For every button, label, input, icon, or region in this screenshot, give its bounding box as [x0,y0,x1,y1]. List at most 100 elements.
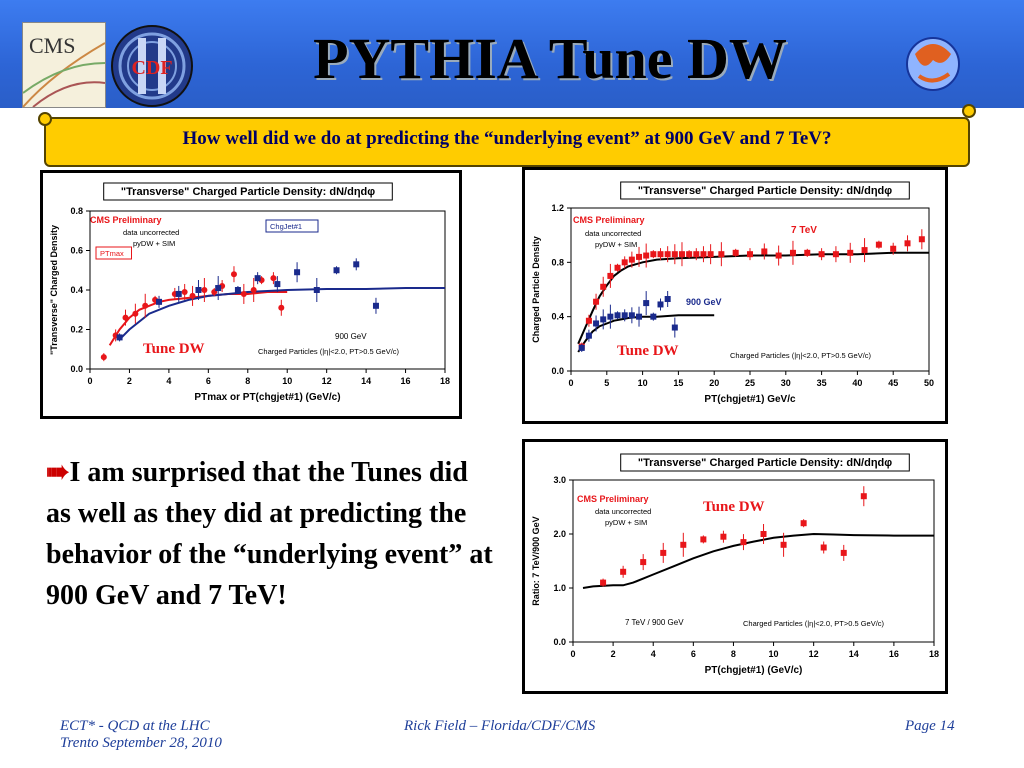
legend-box [265,219,319,233]
x-axis-label: PT(chgjet#1) GeV/c [704,394,796,405]
data-point [671,251,678,258]
data-point [181,288,188,295]
data-point [904,240,911,247]
data-point [680,541,687,548]
x-tick-label: 45 [888,378,898,388]
data-point [780,541,787,548]
x-tick-label: 2 [611,649,616,659]
y-tick-label: 0.4 [551,312,564,322]
chart-900gev-svg: "Transverse" Charged Particle Density: d… [49,182,450,403]
x-tick-label: 2 [127,376,132,386]
data-point [585,332,592,339]
data-point [585,317,592,324]
data-point [650,251,657,258]
cms-logo: CMS [22,22,106,108]
y-tick-label: 2.0 [553,529,566,539]
footer-page-number: Page 14 [905,718,955,734]
data-point [372,302,379,309]
chart-annotation: pyDW + SIM [595,240,637,249]
chart-ratio-svg: "Transverse" Charged Particle Density: d… [531,453,939,676]
arrow-right-icon: ➠ [46,457,70,488]
x-tick-label: 20 [709,378,719,388]
chart-7tev-900gev-svg: "Transverse" Charged Particle Density: d… [531,181,934,405]
x-tick-label: 16 [889,649,899,659]
y-tick-label: 1.2 [551,203,564,213]
data-point [636,313,643,320]
chart-annotation: Tune DW [617,343,679,359]
chart-panel-ratio: "Transverse" Charged Particle Density: d… [522,439,948,694]
y-tick-label: 0.6 [70,246,83,256]
subtitle-banner: How well did we do at predicting the “un… [44,117,970,167]
data-point [820,544,827,551]
data-point [650,313,657,320]
data-point [234,287,241,293]
model-curve [108,291,288,346]
x-axis-label: PTmax or PT(chgjet#1) (GeV/c) [194,392,340,403]
x-tick-label: 12 [809,649,819,659]
data-point [732,249,739,256]
model-curve [577,251,929,345]
y-tick-label: 0.8 [551,257,564,267]
data-point [775,252,782,259]
data-point [270,275,277,282]
data-point [628,256,635,263]
x-tick-label: 30 [781,378,791,388]
globe-logo [903,24,963,104]
globe-logo-graphic [906,37,960,91]
cdf-logo-text: CDF [131,57,172,79]
x-tick-label: 14 [849,649,859,659]
data-point [890,245,897,252]
data-point [671,324,678,331]
chart-annotation: CMS Preliminary [577,494,649,504]
x-tick-label: 4 [166,376,171,386]
chart-annotation: Tune DW [703,499,765,515]
data-point [657,251,664,258]
scroll-curl-right [962,104,976,118]
x-tick-label: 12 [322,376,332,386]
data-point [600,579,607,586]
x-tick-label: 14 [361,376,371,386]
data-point [578,344,585,351]
chart-title: "Transverse" Charged Particle Density: d… [638,185,892,197]
data-point [760,531,767,537]
x-tick-label: 15 [673,378,683,388]
data-point [761,248,768,255]
data-point [789,249,796,256]
data-point [620,568,627,575]
chart-annotation: pyDW + SIM [133,239,175,248]
y-tick-label: 0.8 [70,206,83,216]
data-point [201,287,208,293]
x-tick-label: 10 [638,378,648,388]
footer-center: Rick Field – Florida/CDF/CMS [404,718,596,734]
data-point [875,241,882,248]
data-point [664,251,671,258]
x-tick-label: 0 [570,649,575,659]
data-point [195,287,202,293]
data-point [636,253,643,260]
data-point [116,334,123,341]
bullet-point: ➠I am surprised that the Tunes did as we… [46,452,496,616]
data-point [720,533,727,540]
cms-logo-text: CMS [29,33,75,58]
data-point [614,312,621,319]
data-point [250,287,257,293]
x-tick-label: 18 [929,649,939,659]
chart-annotation: Charged Particles (|η|<2.0, PT>0.5 GeV/c… [258,347,400,356]
y-tick-label: 3.0 [553,475,566,485]
page-title: PYTHIA Tune DW [313,26,787,91]
chart-annotation: data uncorrected [123,228,179,237]
footer-left-line2: Trento September 28, 2010 [60,735,222,751]
chart-annotation: Charged Particles (|η|<2.0, PT>0.5 GeV/c… [730,351,872,360]
cms-logo-graphic: CMS [23,33,105,107]
cdf-logo-graphic: CDF [111,25,193,107]
y-tick-label: 1.0 [553,583,566,593]
data-point [693,251,700,258]
x-tick-label: 10 [282,376,292,386]
chart-title: "Transverse" Charged Particle Density: d… [638,457,892,469]
data-point [240,290,247,297]
data-point [700,536,707,543]
x-tick-label: 40 [852,378,862,388]
data-point [215,285,222,292]
legend-label: ChgJet#1 [270,222,302,231]
data-point [100,354,107,361]
